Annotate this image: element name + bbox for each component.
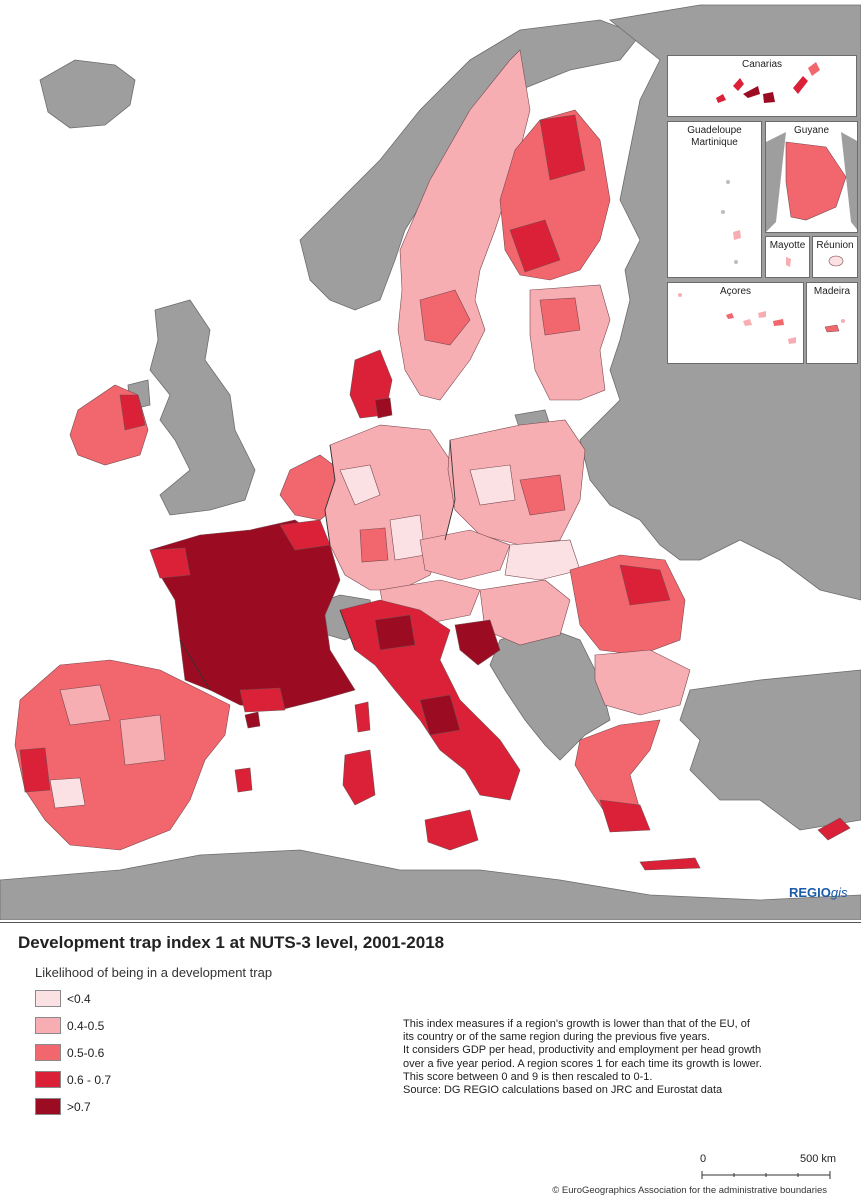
acores-islands — [678, 293, 796, 344]
europe-map-svg — [0, 4, 861, 920]
country-borders — [179, 439, 456, 691]
scale-distance-label: 500 km — [800, 1153, 837, 1165]
inset-guadeloupe-martinique: Guadeloupe Martinique — [667, 121, 762, 278]
legend-item: 0.4-0.5 — [35, 1017, 104, 1034]
inset-label-canarias: Canarias — [741, 59, 783, 70]
canarias-islands — [716, 62, 820, 103]
logo-sub-text: gis — [830, 885, 848, 900]
inset-reunion: Réunion — [812, 236, 858, 278]
note-line-2: It considers GDP per head, productivity … — [403, 1044, 762, 1083]
legend-item: <0.4 — [35, 990, 91, 1007]
logo-main-text: REGIO — [789, 885, 831, 900]
caribbean-islands — [721, 180, 741, 264]
choropleth-map: Canarias Guadeloupe Martinique Guyane Ma… — [0, 4, 861, 920]
map-title: Development trap index 1 at NUTS-3 level… — [18, 933, 445, 952]
scale-zero-label: 0 — [700, 1153, 707, 1165]
inset-label-guadeloupe: Guadeloupe — [687, 125, 742, 136]
legend-label: 0.4-0.5 — [67, 1018, 105, 1033]
legend-title: Likelihood of being in a development tra… — [35, 965, 273, 980]
guyane-shape — [766, 132, 857, 232]
legend-swatch — [35, 1017, 61, 1034]
methodology-note: This index measures if a region's growth… — [403, 1018, 763, 1097]
legend-label: 0.6 - 0.7 — [67, 1072, 112, 1087]
inset-label-madeira: Madeira — [813, 286, 851, 297]
legend-label: <0.4 — [67, 991, 91, 1006]
legend-swatch — [35, 1098, 61, 1115]
legend-swatch — [35, 1071, 61, 1088]
inset-label-acores: Açores — [719, 286, 752, 297]
legend-swatch — [35, 1044, 61, 1061]
inset-guyane: Guyane — [765, 121, 858, 233]
inset-label-mayotte: Mayotte — [769, 240, 806, 251]
inset-canarias: Canarias — [667, 55, 857, 117]
legend-item: 0.5-0.6 — [35, 1044, 104, 1061]
reunion-shape — [828, 255, 844, 267]
note-line-3: Source: DG REGIO calculations based on J… — [403, 1084, 723, 1097]
note-line-1: This index measures if a region's growth… — [403, 1018, 750, 1044]
legend-item: 0.6 - 0.7 — [35, 1071, 111, 1088]
eu-regions — [14, 49, 851, 871]
legend-label: 0.5-0.6 — [67, 1045, 105, 1060]
inset-mayotte: Mayotte — [765, 236, 810, 278]
legend-panel: Development trap index 1 at NUTS-3 level… — [0, 922, 861, 1201]
legend-item: >0.7 — [35, 1098, 91, 1115]
legend-swatch — [35, 990, 61, 1007]
legend-label: >0.7 — [67, 1099, 91, 1114]
inset-acores: Açores — [667, 282, 804, 364]
scale-ruler — [701, 1171, 831, 1179]
inset-madeira: Madeira — [806, 282, 858, 364]
inset-label-guyane: Guyane — [793, 125, 830, 136]
scale-bar: 0 500 km — [700, 1153, 840, 1183]
regiogis-logo: REGIOgis — [789, 885, 848, 900]
madeira-islands — [824, 319, 845, 333]
inset-label-reunion: Réunion — [816, 240, 854, 251]
copyright-text: © EuroGeographics Association for the ad… — [552, 1185, 827, 1196]
inset-label-martinique: Martinique — [691, 137, 738, 148]
mayotte-shape — [786, 257, 791, 267]
